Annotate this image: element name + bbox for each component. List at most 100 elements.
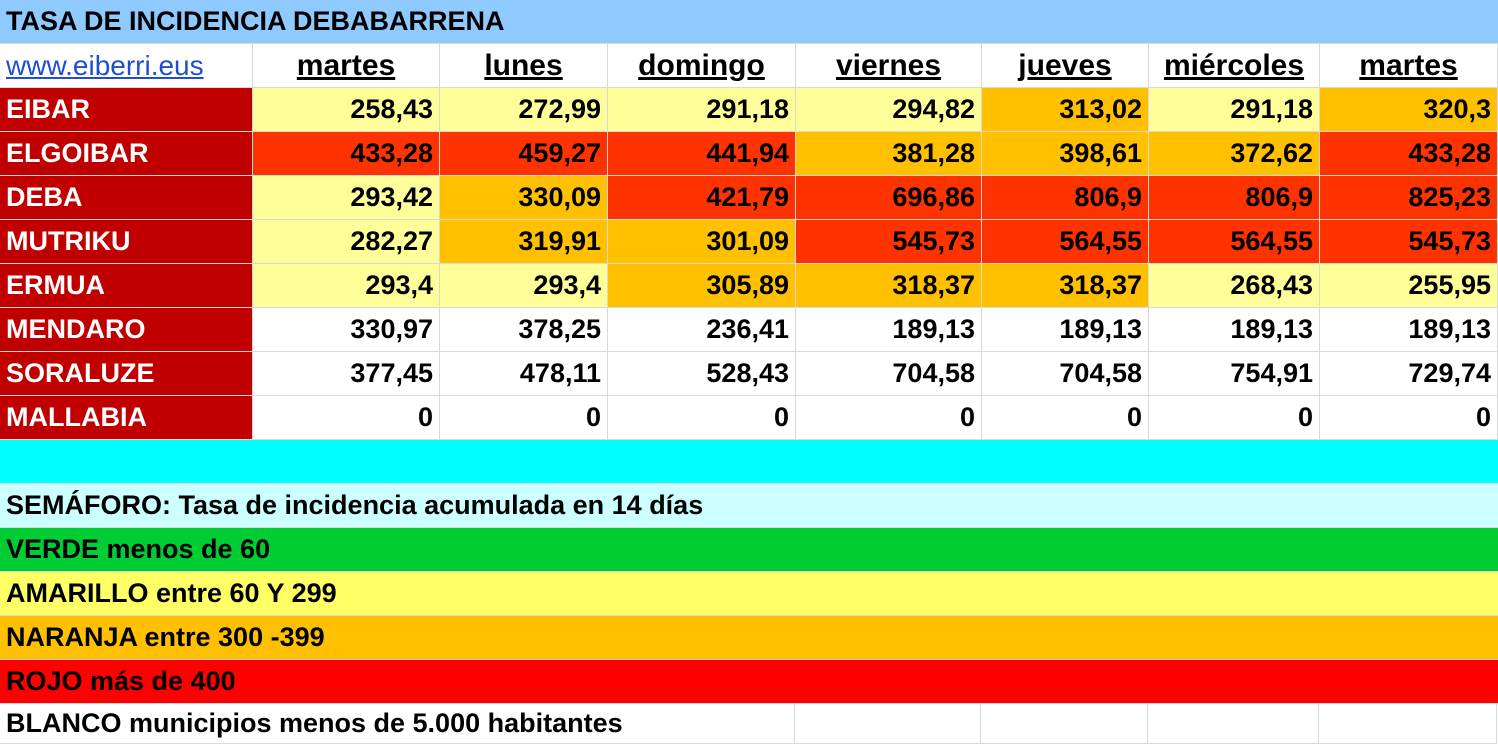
incidence-value: 189,13 <box>796 308 982 352</box>
incidence-value: 0 <box>796 396 982 440</box>
eiberri-link[interactable]: www.eiberri.eus <box>0 44 253 88</box>
incidence-value: 0 <box>1320 396 1498 440</box>
legend-verde: VERDE menos de 60 <box>0 528 1498 572</box>
legend-verde-row: VERDE menos de 60 <box>0 528 1498 572</box>
incidence-value: 282,27 <box>253 220 440 264</box>
municipality-name: DEBA <box>0 176 253 220</box>
legend-amarillo: AMARILLO entre 60 Y 299 <box>0 572 1498 616</box>
incidence-value: 377,45 <box>253 352 440 396</box>
incidence-value: 545,73 <box>1320 220 1498 264</box>
incidence-value: 272,99 <box>440 88 608 132</box>
incidence-value: 236,41 <box>608 308 796 352</box>
incidence-value: 704,58 <box>982 352 1149 396</box>
incidence-value: 319,91 <box>440 220 608 264</box>
day-header: jueves <box>982 44 1149 88</box>
incidence-value: 729,74 <box>1320 352 1498 396</box>
incidence-value: 754,91 <box>1149 352 1320 396</box>
empty-cell <box>795 704 981 744</box>
incidence-value: 421,79 <box>608 176 796 220</box>
incidence-value: 318,37 <box>982 264 1149 308</box>
municipality-name: EIBAR <box>0 88 253 132</box>
incidence-value: 0 <box>608 396 796 440</box>
legend-title-row: SEMÁFORO: Tasa de incidencia acumulada e… <box>0 484 1498 528</box>
table-row: EIBAR 258,43 272,99 291,18 294,82 313,02 291,1… <box>0 88 1498 132</box>
table-row: SORALUZE 377,45 478,11 528,43 704,58 704,58 75… <box>0 352 1498 396</box>
table-row: ERMUA 293,4 293,4 305,89 318,37 318,37 268,43 2… <box>0 264 1498 308</box>
incidence-value: 291,18 <box>1149 88 1320 132</box>
incidence-value: 696,86 <box>796 176 982 220</box>
incidence-value: 268,43 <box>1149 264 1320 308</box>
legend-amarillo-row: AMARILLO entre 60 Y 299 <box>0 572 1498 616</box>
incidence-value: 704,58 <box>796 352 982 396</box>
legend-rojo-row: ROJO más de 400 <box>0 660 1498 704</box>
legend-naranja-row: NARANJA entre 300 -399 <box>0 616 1498 660</box>
incidence-value: 293,42 <box>253 176 440 220</box>
municipality-name: MALLABIA <box>0 396 253 440</box>
title-row: TASA DE INCIDENCIA DEBABARRENA <box>0 0 1498 44</box>
incidence-value: 305,89 <box>608 264 796 308</box>
table-row: MENDARO 330,97 378,25 236,41 189,13 189,13 189… <box>0 308 1498 352</box>
incidence-value: 545,73 <box>796 220 982 264</box>
incidence-value: 301,09 <box>608 220 796 264</box>
empty-cell <box>1319 704 1497 744</box>
empty-cell <box>1148 704 1319 744</box>
table-row: MUTRIKU 282,27 319,91 301,09 545,73 564,55 564… <box>0 220 1498 264</box>
legend-blanco-row: BLANCO municipios menos de 5.000 habitan… <box>0 704 1498 744</box>
incidence-value: 0 <box>1149 396 1320 440</box>
incidence-value: 372,62 <box>1149 132 1320 176</box>
incidence-value: 564,55 <box>982 220 1149 264</box>
incidence-value: 255,95 <box>1320 264 1498 308</box>
table-row: MALLABIA 0 0 0 0 0 0 0 <box>0 396 1498 440</box>
municipality-name: ERMUA <box>0 264 253 308</box>
incidence-value: 806,9 <box>982 176 1149 220</box>
day-header: miércoles <box>1149 44 1320 88</box>
incidence-value: 398,61 <box>982 132 1149 176</box>
incidence-value: 478,11 <box>440 352 608 396</box>
incidence-value: 459,27 <box>440 132 608 176</box>
incidence-value: 189,13 <box>1320 308 1498 352</box>
day-header: domingo <box>608 44 796 88</box>
incidence-value: 313,02 <box>982 88 1149 132</box>
incidence-value: 378,25 <box>440 308 608 352</box>
municipality-name: MUTRIKU <box>0 220 253 264</box>
incidence-value: 564,55 <box>1149 220 1320 264</box>
legend-rojo: ROJO más de 400 <box>0 660 1498 704</box>
incidence-value: 381,28 <box>796 132 982 176</box>
incidence-value: 189,13 <box>1149 308 1320 352</box>
municipality-name: MENDARO <box>0 308 253 352</box>
legend-title: SEMÁFORO: Tasa de incidencia acumulada e… <box>0 484 1498 528</box>
incidence-value: 806,9 <box>1149 176 1320 220</box>
incidence-value: 293,4 <box>440 264 608 308</box>
incidence-value: 330,09 <box>440 176 608 220</box>
incidence-value: 825,23 <box>1320 176 1498 220</box>
incidence-value: 433,28 <box>253 132 440 176</box>
table-row: ELGOIBAR 433,28 459,27 441,94 381,28 398,61 37… <box>0 132 1498 176</box>
day-header: viernes <box>796 44 982 88</box>
legend-naranja: NARANJA entre 300 -399 <box>0 616 1498 660</box>
day-header: martes <box>1320 44 1498 88</box>
day-header: lunes <box>440 44 608 88</box>
incidence-value: 294,82 <box>796 88 982 132</box>
day-header: martes <box>253 44 440 88</box>
incidence-value: 441,94 <box>608 132 796 176</box>
empty-cell <box>981 704 1148 744</box>
incidence-value: 189,13 <box>982 308 1149 352</box>
incidence-value: 0 <box>253 396 440 440</box>
incidence-value: 433,28 <box>1320 132 1498 176</box>
incidence-value: 318,37 <box>796 264 982 308</box>
table-row: DEBA 293,42 330,09 421,79 696,86 806,9 806,9 82… <box>0 176 1498 220</box>
table-title: TASA DE INCIDENCIA DEBABARRENA <box>0 0 1498 44</box>
separator-cell <box>0 440 1498 484</box>
incidence-value: 258,43 <box>253 88 440 132</box>
header-row: www.eiberri.eus martes lunes domingo vie… <box>0 44 1498 88</box>
separator-row <box>0 440 1498 484</box>
incidence-value: 0 <box>982 396 1149 440</box>
incidence-value: 320,3 <box>1320 88 1498 132</box>
incidence-value: 293,4 <box>253 264 440 308</box>
municipality-name: ELGOIBAR <box>0 132 253 176</box>
incidence-value: 528,43 <box>608 352 796 396</box>
incidence-value: 291,18 <box>608 88 796 132</box>
legend-blanco: BLANCO municipios menos de 5.000 habitan… <box>0 704 795 744</box>
incidence-value: 330,97 <box>253 308 440 352</box>
